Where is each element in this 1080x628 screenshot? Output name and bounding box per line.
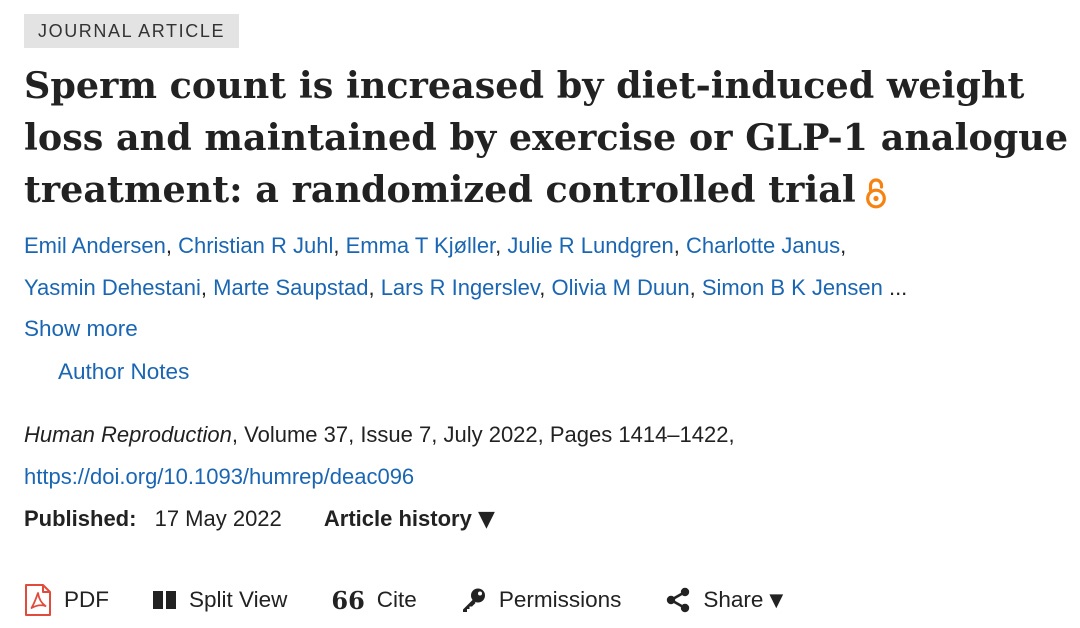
author-link[interactable]: Marte Saupstad [213,275,369,300]
author-separator: , [840,233,847,258]
citation: Human Reproduction, Volume 37, Issue 7, … [24,414,1064,498]
cite-label: Cite [376,587,417,612]
open-access-icon [864,172,888,224]
pdf-icon [24,583,52,617]
author-separator: , [368,275,381,300]
article-type-badge: JOURNAL ARTICLE [24,14,240,48]
cite-button[interactable]: 66 Cite [331,586,416,615]
citation-details: , Volume 37, Issue 7, July 2022, Pages 1… [231,422,735,447]
author-separator: , [539,275,552,300]
share-button[interactable]: Share ▼ [665,587,783,613]
split-view-icon [153,590,177,610]
show-more-link[interactable]: Show more [24,316,138,341]
published-date: 17 May 2022 [154,506,282,531]
published-label: Published: [24,506,137,531]
key-icon [461,587,487,613]
author-link[interactable]: Yasmin Dehestani [24,275,201,300]
authors-ellipsis: ... [882,275,908,300]
permissions-label: Permissions [498,587,622,612]
caret-down-icon: ▼ [477,507,495,532]
article-title: Sperm count is increased by diet-induced… [24,60,1069,224]
share-icon [665,587,691,613]
author-link[interactable]: Christian R Juhl [178,233,334,258]
author-separator: , [495,233,508,258]
author-separator: , [689,275,702,300]
pdf-label: PDF [64,587,109,612]
quote-icon: 66 [331,585,365,615]
journal-name: Human Reproduction [24,422,232,447]
permissions-button[interactable]: Permissions [461,587,622,613]
author-link[interactable]: Charlotte Janus [685,233,841,258]
author-separator: , [200,275,214,300]
author-link[interactable]: Simon B K Jensen [701,275,883,300]
article-history-label: Article history [323,506,472,531]
article-title-text: Sperm count is increased by diet-induced… [24,64,1069,211]
split-view-button[interactable]: Split View [153,587,287,613]
author-separator: , [333,233,346,258]
caret-down-icon: ▼ [769,589,784,611]
author-link[interactable]: Emil Andersen [24,233,166,258]
author-notes-link[interactable]: Author Notes [58,359,190,384]
article-toolbar: PDF Split View 66 Cite Permissions Share… [24,578,783,622]
author-link[interactable]: Emma T Kjøller [345,233,496,258]
author-separator: , [165,233,179,258]
split-view-label: Split View [189,587,288,612]
article-history-toggle[interactable]: Article history ▼ [323,506,495,532]
publication-row: Published: 17 May 2022 Article history ▼ [24,499,495,540]
author-link[interactable]: Julie R Lundgren [507,233,674,258]
author-list: Emil Andersen, Christian R Juhl, Emma T … [24,225,1074,309]
author-link[interactable]: Olivia M Duun [551,275,690,300]
author-link[interactable]: Lars R Ingerslev [380,275,540,300]
pdf-button[interactable]: PDF [24,583,109,617]
share-label: Share [703,587,764,612]
author-separator: , [673,233,686,258]
doi-link[interactable]: https://doi.org/10.1093/humrep/deac096 [24,464,415,489]
